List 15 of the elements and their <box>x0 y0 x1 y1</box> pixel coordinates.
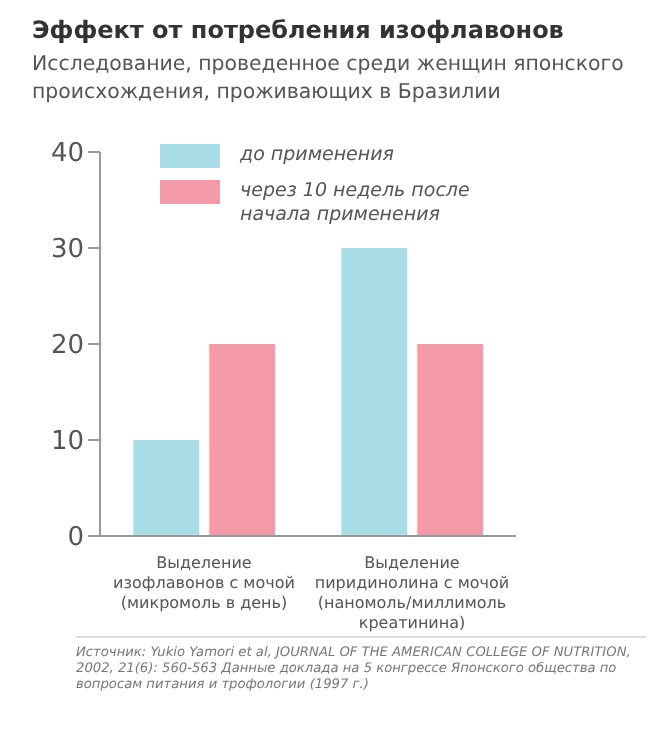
x-tick-label: Выделение изофлавонов с мочой (микромоль в день) <box>113 554 295 612</box>
bar <box>417 344 484 536</box>
x-tick-label: Выделение пиридинолина с мочой (наномоль/миллимоль креатинина) <box>314 554 510 632</box>
y-tick-label: 40 <box>50 139 84 170</box>
bar <box>341 248 408 536</box>
bar <box>209 344 276 536</box>
bar <box>133 440 200 536</box>
legend-label: через 10 недель после начала применения <box>240 180 472 228</box>
y-tick-label: 20 <box>50 331 84 362</box>
y-tick-label: 0 <box>67 523 84 554</box>
y-tick-label: 30 <box>50 235 84 266</box>
legend-label: до применения <box>240 144 396 168</box>
y-tick-label: 10 <box>50 427 84 458</box>
chart-title: Эффект от потребления изофлавонов <box>32 16 566 44</box>
chart-subtitle: Исследование, проведенное среди женщин японского происхождения, проживающих в Бразилии <box>32 52 626 108</box>
